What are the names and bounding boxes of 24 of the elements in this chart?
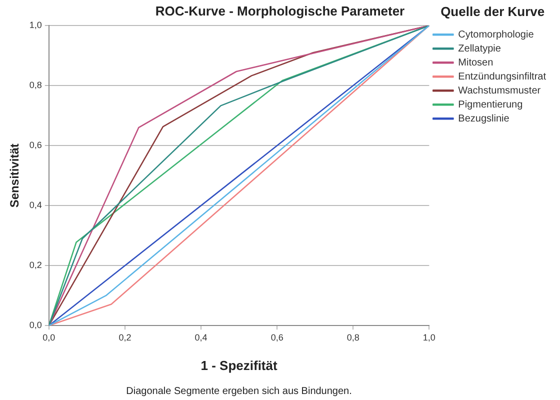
x-tick-label: 0,4 [194, 332, 208, 342]
legend-label: Bezugslinie [458, 113, 510, 124]
legend-title: Quelle der Kurve [440, 4, 545, 20]
legend-label: Pigmentierung [458, 99, 523, 110]
chart-title: ROC-Kurve - Morphologische Parameter [155, 3, 405, 18]
y-tick-label: 0,4 [29, 200, 42, 210]
y-tick-label: 0,0 [29, 320, 42, 330]
y-tick-label: 0,2 [29, 260, 42, 270]
x-tick-label: 0,6 [270, 332, 284, 342]
x-tick-label: 0,0 [42, 332, 56, 342]
x-axis-title: 1 - Spezifität [200, 358, 278, 373]
legend-label: Mitosen [458, 57, 494, 68]
y-tick-label: 1,0 [29, 20, 42, 30]
x-tick-label: 0,8 [346, 332, 360, 342]
x-tick-label: 0,2 [118, 332, 132, 342]
legend-label: Wachstumsmuster [458, 85, 542, 96]
y-tick-label: 0,6 [29, 140, 42, 150]
legend-label: Entzündungsinfiltrat [458, 71, 546, 82]
text: Diagonale Segmente ergeben sich aus Bindungen. [126, 386, 352, 397]
y-axis-title: Sensitivität [8, 144, 22, 208]
legend-label: Cytomorphologie [458, 29, 534, 40]
x-tick-label: 1,0 [422, 332, 436, 342]
y-tick-label: 0,8 [29, 80, 42, 90]
legend-label: Zellatypie [458, 43, 502, 54]
